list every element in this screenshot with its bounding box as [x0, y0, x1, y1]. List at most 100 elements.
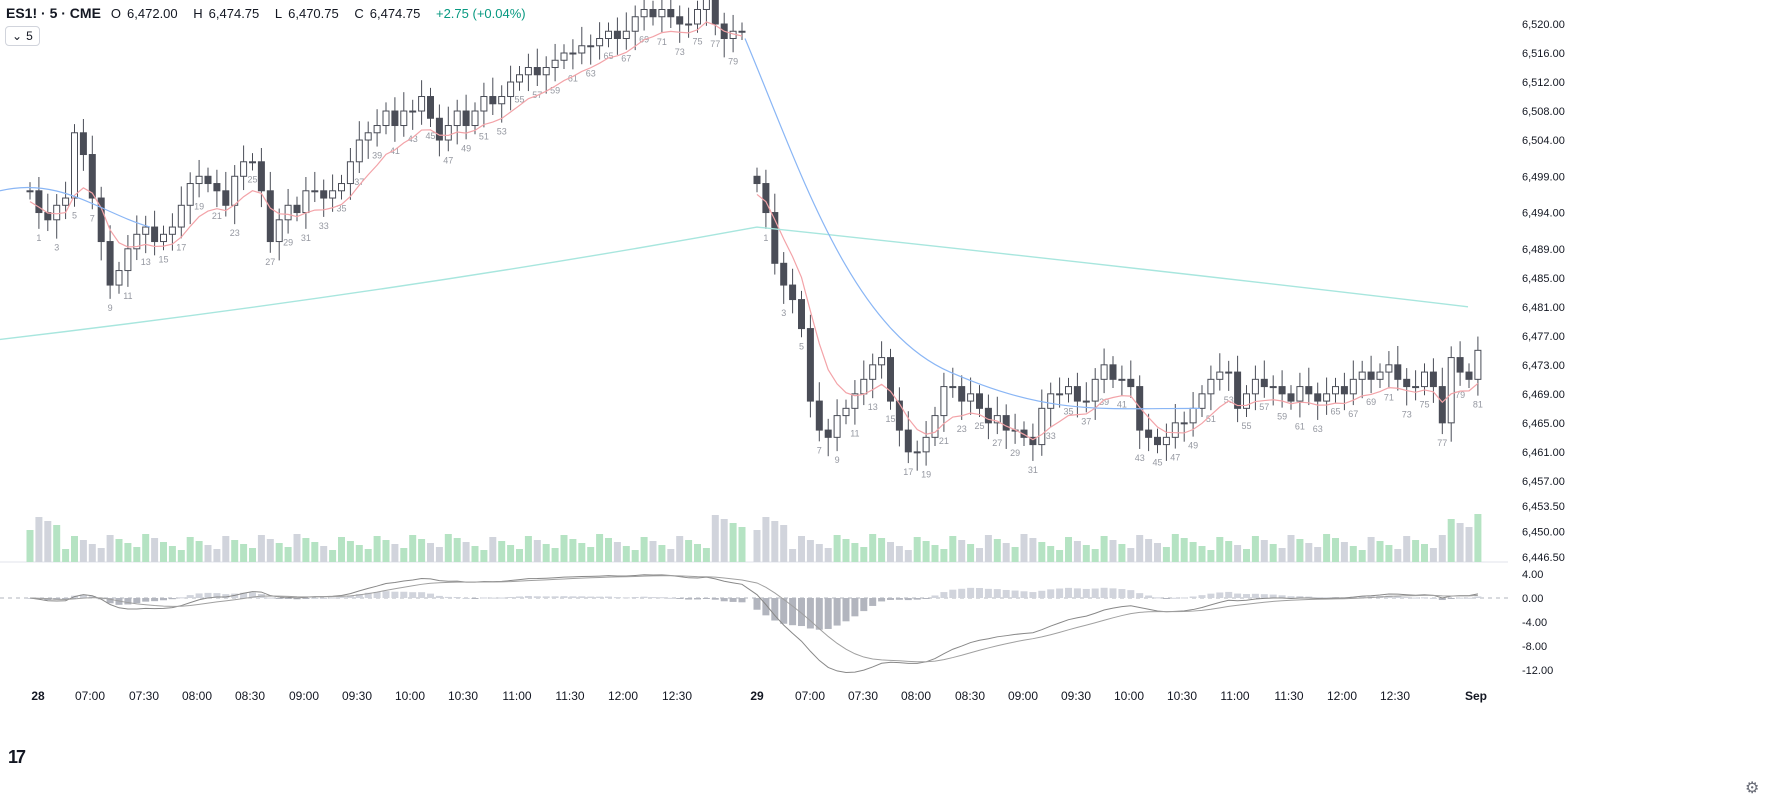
bar-count-label: 45 [425, 131, 435, 141]
macd-histogram-bar [1296, 596, 1304, 598]
volume-bar [133, 547, 141, 562]
bar-count-label: 51 [479, 131, 489, 141]
volume-bar [364, 549, 372, 562]
volume-bar [320, 546, 328, 562]
candle-body [1065, 386, 1072, 395]
candle-body [842, 407, 850, 417]
macd-histogram-bar [346, 595, 354, 598]
volume-bar [489, 537, 497, 562]
candle-body [329, 190, 337, 199]
candle-body [640, 8, 648, 18]
candle-body [1385, 364, 1393, 373]
tradingview-logo[interactable]: 17 [8, 747, 26, 767]
macd-histogram-bar [895, 598, 903, 600]
macd-histogram-bar [798, 598, 805, 627]
volume-bar [1296, 539, 1304, 562]
macd-histogram-bar [887, 598, 894, 600]
candle-body [1118, 378, 1126, 381]
candle-body [106, 241, 114, 286]
candle-body [257, 161, 265, 192]
candle-body [631, 16, 639, 32]
volume-bar [1456, 523, 1464, 562]
volume-bar [435, 547, 443, 562]
candle-body [851, 393, 859, 409]
candle-body [878, 357, 886, 366]
candle-body [97, 197, 105, 243]
macd-histogram-bar [993, 589, 1001, 598]
candle-body [1412, 386, 1420, 389]
candle-body [204, 175, 212, 185]
bar-count-label: 31 [1028, 465, 1038, 475]
macd-histogram-bar [753, 598, 761, 610]
candle-body [1162, 436, 1170, 446]
volume-bar [1269, 544, 1277, 562]
interval-button[interactable]: ⌄ 5 [5, 26, 40, 46]
macd-histogram-bar [649, 597, 657, 599]
volume-bar [895, 546, 903, 562]
candle-body [1207, 378, 1215, 395]
macd-histogram-bar [311, 597, 319, 599]
bar-count-label: 19 [921, 470, 931, 480]
macd-histogram-bar [1189, 596, 1197, 598]
macd-histogram-bar [284, 598, 292, 599]
time-axis-label: 08:30 [235, 689, 265, 703]
macd-histogram-bar [1082, 588, 1090, 598]
chevron-down-icon: ⌄ [12, 29, 23, 43]
macd-histogram-bar [1403, 597, 1411, 599]
macd-histogram-bar [729, 598, 737, 602]
bar-count-label: 27 [992, 438, 1002, 448]
bar-count-label: 11 [123, 291, 132, 301]
macd-histogram-bar [462, 597, 470, 599]
time-axis-label: 09:30 [342, 689, 372, 703]
macd-histogram-bar [1065, 587, 1072, 598]
volume-bar [780, 525, 788, 562]
volume-bar [44, 521, 52, 562]
bar-count-label: 27 [265, 257, 275, 267]
macd-histogram-bar [400, 591, 408, 598]
bar-count-label: 45 [1152, 457, 1162, 467]
candle-body [516, 74, 523, 83]
macd-axis-label: -8.00 [1522, 641, 1547, 653]
macd-histogram-bar [1056, 588, 1064, 598]
macd-histogram-bar [913, 598, 921, 600]
macd-histogram-bar [489, 597, 497, 599]
macd-histogram-bar [931, 595, 939, 598]
volume-bar [587, 547, 595, 562]
macd-histogram-bar [824, 598, 832, 629]
bar-count-label: 75 [1419, 399, 1429, 409]
volume-bar [824, 548, 832, 562]
candle-body [1091, 378, 1099, 402]
bar-count-label: 47 [443, 155, 453, 165]
gear-icon[interactable]: ⚙ [1745, 780, 1760, 797]
macd-histogram-bar [1225, 591, 1233, 598]
time-axis-label: 28 [31, 689, 45, 703]
candle-body [115, 270, 123, 286]
volume-bar [1091, 549, 1099, 562]
volume-bar [213, 549, 221, 562]
volume-bar [62, 549, 70, 562]
candle-body [507, 81, 515, 98]
macd-histogram-bar [62, 598, 70, 600]
time-axis-label: 07:00 [75, 689, 105, 703]
macd-histogram-bar [168, 598, 176, 600]
volume-bar [798, 536, 805, 562]
volume-bar [186, 537, 194, 562]
macd-histogram-bar [1323, 597, 1331, 599]
candle-body [780, 262, 788, 286]
candle-body [1278, 386, 1286, 395]
volume-bar [1474, 514, 1482, 562]
candle-body [1020, 429, 1028, 438]
candle-body [694, 8, 701, 25]
candle-body [605, 30, 612, 40]
time-axis-label: 07:30 [129, 689, 159, 703]
volume-bar [1234, 545, 1242, 562]
candle-body [213, 183, 221, 192]
candle-body [711, 0, 719, 25]
bar-count-label: 59 [550, 85, 560, 95]
volume-bar [913, 537, 921, 562]
symbol-title[interactable]: ES1! · 5 · CME [6, 5, 101, 21]
candle-body [418, 96, 426, 112]
volume-bar [444, 534, 452, 562]
macd-histogram-bar [1465, 597, 1473, 599]
